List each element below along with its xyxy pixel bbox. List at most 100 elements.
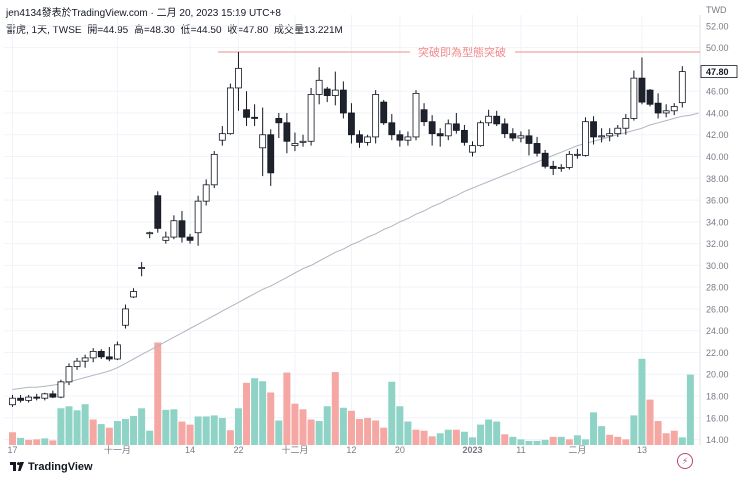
volume-value: 成交量13.221M <box>273 25 343 36</box>
candle-body <box>606 133 614 137</box>
price-tick-label: 44.00 <box>706 108 729 118</box>
price-tick-label: 32.00 <box>706 239 729 249</box>
volume-bar <box>420 430 428 445</box>
volume-bar <box>267 392 275 445</box>
time-tick-label: 20 <box>395 445 405 455</box>
candle-body <box>436 133 444 137</box>
candle-body <box>509 133 517 139</box>
candle-body <box>372 94 380 138</box>
volume-bar <box>283 372 291 445</box>
volume-bar <box>234 408 242 445</box>
volume-bar <box>436 433 444 445</box>
volume-bar <box>291 403 299 445</box>
volume-bar <box>138 408 146 445</box>
tradingview-logo[interactable]: TradingView <box>10 461 93 473</box>
currency-label: TWD <box>706 5 727 15</box>
candle-body <box>678 71 686 104</box>
candle-body <box>243 109 250 118</box>
separator: · <box>150 8 154 19</box>
candle-body <box>299 140 307 143</box>
volume-bar <box>477 424 485 445</box>
publisher-label: jen4134發表於TradingView.com <box>6 8 148 19</box>
candle-body <box>105 356 113 360</box>
volume-bar <box>444 429 452 445</box>
candle-body <box>533 143 541 154</box>
candle-body <box>251 116 259 119</box>
candle-body <box>565 153 573 168</box>
candle-body <box>41 393 49 399</box>
candle-body <box>348 112 355 136</box>
volume-bar <box>57 408 65 445</box>
volume-bar <box>210 415 218 445</box>
candle-body <box>323 88 331 96</box>
candle-body <box>194 200 202 234</box>
volume-bar <box>251 378 259 445</box>
volume-bar <box>113 421 121 445</box>
volume-bar <box>485 419 493 445</box>
volume-bar <box>9 432 16 445</box>
candle-body <box>590 121 597 138</box>
candle-body <box>33 396 41 399</box>
volume-bar <box>105 427 113 445</box>
candle-body <box>541 152 549 167</box>
candle-body <box>469 145 476 153</box>
volume-bar <box>323 406 331 445</box>
volume-bar <box>331 372 339 445</box>
candle-body <box>65 366 73 383</box>
candle-body <box>81 357 89 362</box>
candle-body <box>267 134 275 174</box>
candle-body <box>138 267 146 269</box>
candle-body <box>461 129 468 143</box>
time-tick-label: 11 <box>516 445 525 455</box>
lightning-icon[interactable]: ⚡ <box>677 453 693 469</box>
volume-bar <box>670 430 678 445</box>
candle-body <box>89 350 97 359</box>
volume-bar <box>517 439 525 445</box>
candle-body <box>226 87 234 135</box>
volume-bar <box>590 412 598 445</box>
volume-bar <box>509 436 517 445</box>
volume-bar <box>202 416 210 445</box>
candle-body <box>598 135 606 138</box>
volume-bar <box>25 439 33 445</box>
candle-body <box>17 397 24 401</box>
last-price-tag <box>700 65 738 79</box>
volume-bar <box>598 426 606 445</box>
price-tick-label: 52.00 <box>706 21 729 31</box>
volume-bar <box>218 417 226 445</box>
volume-bar <box>299 409 307 445</box>
price-tick-label: 30.00 <box>706 261 729 271</box>
volume-bar <box>65 406 73 445</box>
chart-publish-header: jen4134發表於TradingView.com · 二月 20, 2023 … <box>6 4 281 19</box>
candle-body <box>380 101 388 124</box>
price-tick-label: 22.00 <box>706 348 729 358</box>
volume-bar <box>41 438 49 445</box>
volume-bar <box>404 421 412 445</box>
price-tick-label: 50.00 <box>706 43 729 53</box>
volume-bar <box>565 439 573 445</box>
candle-body <box>557 167 565 169</box>
price-tick-label: 14.00 <box>706 435 729 445</box>
volume-bar <box>178 421 186 445</box>
volume-bar <box>259 381 267 445</box>
symbol-label[interactable]: 雷虎, 1天, TWSE <box>6 25 82 36</box>
candle-body <box>630 77 638 119</box>
candle-body <box>517 135 525 139</box>
grid-lines <box>4 15 701 445</box>
price-tick-label: 38.00 <box>706 174 729 184</box>
candle-body <box>485 115 493 124</box>
candle-body <box>654 102 662 114</box>
volume-bar <box>243 382 251 445</box>
candle-body <box>9 397 16 406</box>
tradingview-logo-text: TradingView <box>28 461 93 473</box>
volume-bar <box>662 433 670 445</box>
candle-body <box>97 350 105 358</box>
volume-bar <box>557 436 565 445</box>
volume-bar <box>614 436 622 445</box>
open-value: 開=44.95 <box>87 25 129 36</box>
volume-bar <box>533 440 541 445</box>
last-price-label: 47.80 <box>706 67 729 77</box>
volume-bar <box>388 381 396 445</box>
volume-bar <box>396 406 404 445</box>
